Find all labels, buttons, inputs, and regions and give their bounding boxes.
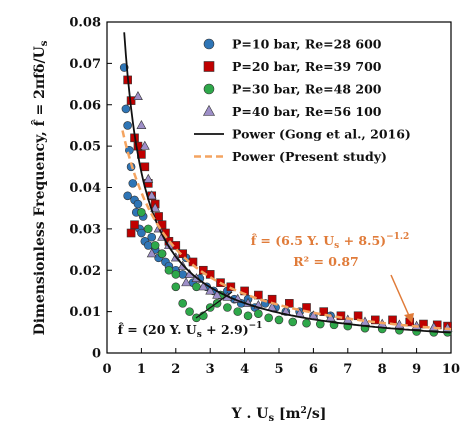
data-point — [143, 224, 153, 234]
data-point — [139, 140, 150, 150]
legend-entry: P=40 bar, Re=56 100 — [202, 104, 382, 119]
data-point — [146, 248, 157, 258]
present-arrow — [390, 274, 411, 319]
data-point — [285, 299, 294, 308]
data-point — [121, 104, 131, 114]
legend-swatch — [203, 61, 215, 72]
data-point — [254, 290, 263, 300]
y-tick-label: 0.05 — [69, 140, 101, 155]
data-point — [288, 317, 298, 327]
data-point — [137, 208, 146, 217]
fit-curve — [123, 32, 452, 334]
data-point — [371, 315, 380, 325]
data-point — [123, 121, 132, 130]
data-point — [264, 313, 273, 323]
y-axis-title: Dimensionless Frequency, f̂ = 2πfδ/Us — [30, 40, 50, 335]
x-tick-label: 5 — [274, 362, 283, 377]
present-arrow-head — [404, 313, 414, 323]
y-tick-label: 0.03 — [69, 222, 101, 237]
x-tick-label: 3 — [206, 362, 215, 377]
present-r2-label: R² = 0.87 — [293, 254, 359, 269]
data-point — [133, 199, 143, 209]
x-tick-label: 4 — [240, 362, 249, 377]
data-point — [171, 282, 181, 292]
data-point — [388, 315, 397, 325]
data-point — [123, 191, 132, 201]
data-point — [147, 232, 157, 242]
legend-entry: P=20 bar, Re=39 700 — [203, 59, 382, 74]
data-point — [171, 270, 181, 279]
data-point — [319, 307, 329, 316]
plot-area: 0 1 2 3 4 5 6 7 8 9 10 0 0.01 0.02 0.03 0.04 0.05 0.06 0.0… — [69, 16, 460, 378]
legend-label: P=20 bar, Re=39 700 — [232, 59, 382, 74]
data-point — [140, 162, 150, 172]
gong-arrow — [195, 291, 233, 319]
tick-layer: 0 1 2 3 4 5 6 7 8 9 10 0 0.01 0.02 0.03 0.04 0.05 0.06 0.0… — [69, 16, 460, 378]
data-point — [223, 303, 232, 312]
data-point — [243, 311, 253, 321]
y-tick-label: 0.04 — [69, 181, 101, 196]
legend-label: Power (Present study) — [232, 149, 387, 164]
legend-swatch — [202, 104, 216, 116]
present-equation-label: f̂ = (6.5 Y. Us + 8.5)−1.2 — [251, 232, 410, 251]
data-point — [146, 190, 157, 200]
data-point — [185, 307, 194, 316]
x-tick-label: 8 — [378, 362, 387, 377]
y-tick-label: 0.01 — [69, 305, 101, 320]
data-point — [136, 120, 147, 129]
data-point — [128, 179, 138, 188]
legend-label: P=30 bar, Re=48 200 — [232, 82, 382, 97]
data-point — [150, 202, 161, 212]
data-point — [133, 91, 143, 100]
x-tick-label: 6 — [309, 362, 318, 377]
y-tick-label: 0.08 — [69, 16, 101, 31]
data-point — [254, 309, 263, 318]
y-tick-label: 0 — [92, 347, 101, 362]
data-point — [157, 249, 167, 258]
data-point — [212, 289, 222, 299]
data-point — [178, 299, 187, 308]
legend-entry: P=30 bar, Re=48 200 — [203, 82, 382, 97]
data-point — [130, 220, 139, 230]
x-tick-label: 10 — [442, 362, 460, 377]
legend-entry: P=10 bar, Re=28 600 — [203, 37, 382, 52]
data-point — [126, 228, 136, 238]
annotations: f̂ = (6.5 Y. Us + 8.5)−1.2 R² = 0.87 f̂ … — [118, 232, 414, 340]
data-point — [143, 173, 154, 183]
y-tick-label: 0.07 — [69, 57, 101, 72]
data-point — [164, 265, 174, 275]
legend-label: P=40 bar, Re=56 100 — [232, 104, 382, 119]
data-point — [205, 285, 216, 295]
data-point — [302, 318, 311, 328]
x-tick-label: 9 — [412, 362, 421, 377]
fit-curve — [121, 130, 452, 331]
legend-label: P=10 bar, Re=28 600 — [232, 37, 382, 52]
legend-background — [190, 27, 445, 175]
legend-label: Power (Gong et al., 2016) — [232, 127, 411, 142]
x-tick-label: 7 — [343, 362, 352, 377]
legend-swatch — [203, 38, 215, 50]
x-axis-title: Y . Us [m2/s] — [231, 406, 327, 424]
legend-entry: Power (Gong et al., 2016) — [194, 127, 411, 142]
curve-layer — [121, 32, 452, 334]
data-point — [353, 311, 363, 321]
x-tick-label: 0 — [102, 362, 111, 377]
y-tick-label: 0.02 — [69, 264, 101, 279]
x-tick-label: 2 — [171, 362, 180, 377]
y-tick-label: 0.06 — [69, 98, 101, 113]
data-point — [233, 307, 243, 316]
data-point — [150, 241, 160, 250]
data-point — [137, 228, 146, 238]
x-tick-label: 1 — [137, 362, 146, 377]
gong-equation-label: f̂ = (20 Y. Us + 2.9)−1 — [118, 321, 263, 340]
data-point — [198, 281, 209, 291]
data-point — [274, 315, 284, 325]
legend-swatch — [203, 83, 215, 95]
data-point — [181, 277, 192, 287]
data-point — [205, 270, 215, 279]
legend: P=10 bar, Re=28 600 P=20 bar, Re=39 700 P=… — [190, 27, 445, 175]
legend-entry: Power (Present study) — [194, 149, 387, 164]
